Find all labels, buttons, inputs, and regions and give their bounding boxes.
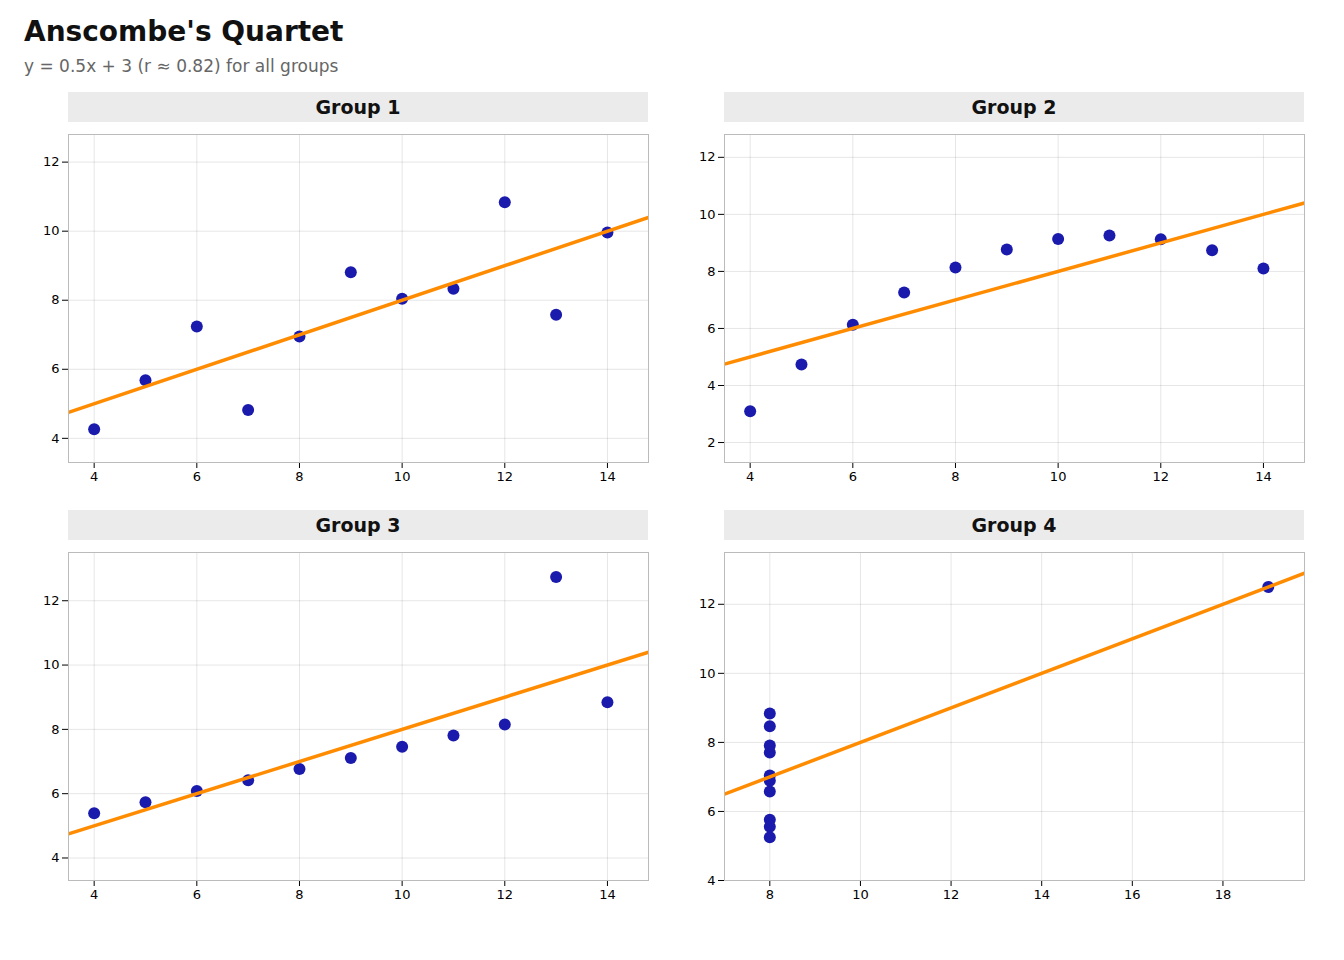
- svg-text:10: 10: [43, 657, 60, 672]
- svg-text:12: 12: [43, 593, 60, 608]
- svg-text:4: 4: [707, 873, 715, 888]
- svg-text:12: 12: [43, 154, 60, 169]
- svg-text:14: 14: [1255, 469, 1272, 484]
- svg-text:8: 8: [766, 887, 774, 902]
- svg-text:10: 10: [394, 887, 411, 902]
- svg-text:4: 4: [51, 850, 59, 865]
- html-text:Anscombe's Quartet: Anscombe's Quartet: [24, 15, 344, 48]
- svg-text:8: 8: [707, 735, 715, 750]
- svg-text:8: 8: [707, 264, 715, 279]
- svg-text:10: 10: [1050, 469, 1067, 484]
- svg-text:8: 8: [51, 292, 59, 307]
- svg-text:6: 6: [51, 786, 59, 801]
- html-text:y = 0.5x + 3 (r ≈ 0.82) for al: y = 0.5x + 3 (r ≈ 0.82) for all groups: [24, 56, 339, 76]
- svg-text:16: 16: [1124, 887, 1141, 902]
- svg-text:10: 10: [394, 469, 411, 484]
- svg-text:14: 14: [1033, 887, 1050, 902]
- svg-text:2: 2: [707, 435, 715, 450]
- svg-text:10: 10: [699, 207, 716, 222]
- html-text:Group 4: Group 4: [971, 514, 1057, 536]
- svg-text:6: 6: [707, 321, 715, 336]
- svg-text:4: 4: [707, 378, 715, 393]
- svg-text:4: 4: [90, 887, 98, 902]
- svg-text:12: 12: [497, 887, 514, 902]
- html-text:Group 3: Group 3: [315, 514, 401, 536]
- svg-text:6: 6: [849, 469, 857, 484]
- svg-text:6: 6: [707, 804, 715, 819]
- svg-text:18: 18: [1215, 887, 1232, 902]
- svg-text:12: 12: [699, 596, 716, 611]
- svg-text:10: 10: [43, 223, 60, 238]
- svg-text:4: 4: [51, 430, 59, 445]
- svg-text:4: 4: [90, 469, 98, 484]
- svg-text:8: 8: [295, 887, 303, 902]
- html-text:Group 2: Group 2: [971, 96, 1057, 118]
- svg-text:12: 12: [699, 149, 716, 164]
- html-text:Group 1: Group 1: [315, 96, 401, 118]
- svg-text:10: 10: [852, 887, 869, 902]
- svg-text:4: 4: [746, 469, 754, 484]
- svg-text:14: 14: [599, 887, 616, 902]
- svg-text:6: 6: [193, 887, 201, 902]
- svg-text:12: 12: [497, 469, 514, 484]
- svg-text:6: 6: [193, 469, 201, 484]
- svg-text:12: 12: [1153, 469, 1170, 484]
- svg-text:8: 8: [295, 469, 303, 484]
- svg-text:14: 14: [599, 469, 616, 484]
- svg-text:6: 6: [51, 361, 59, 376]
- svg-text:8: 8: [951, 469, 959, 484]
- svg-text:12: 12: [943, 887, 960, 902]
- svg-text:8: 8: [51, 722, 59, 737]
- svg-text:10: 10: [699, 666, 716, 681]
